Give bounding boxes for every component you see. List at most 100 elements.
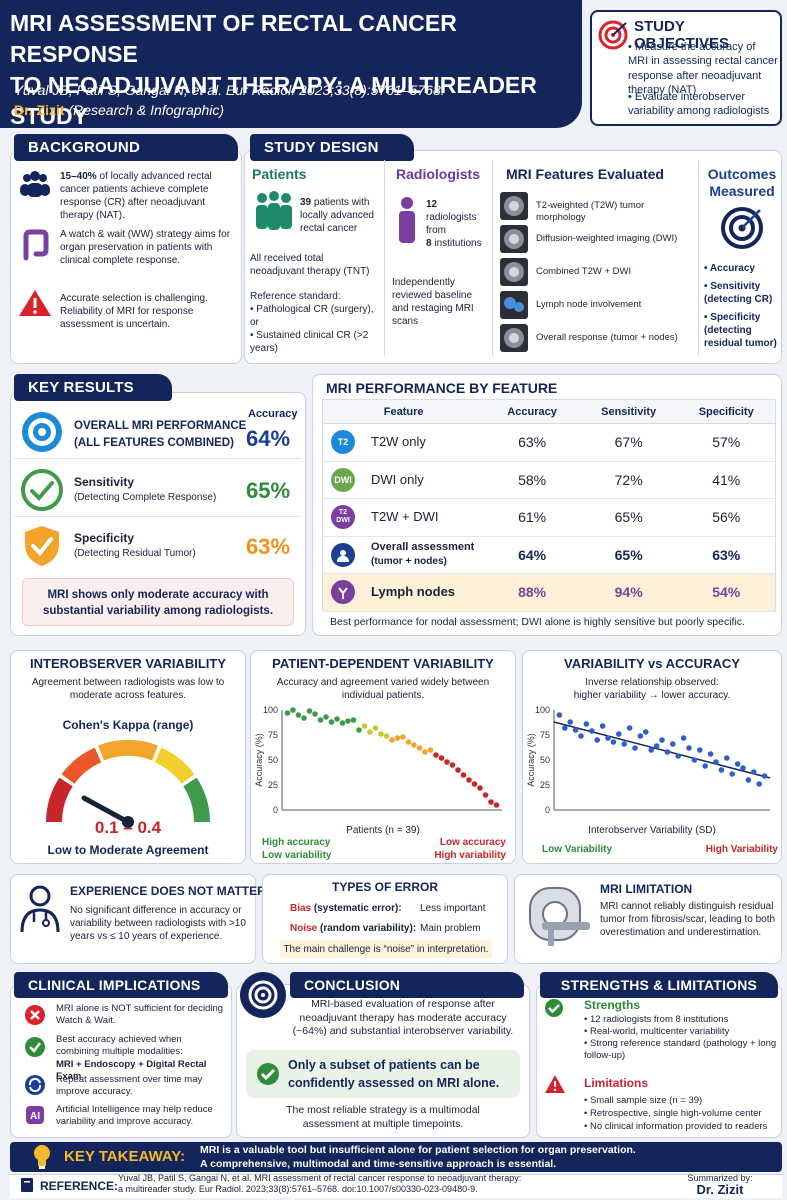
- data-point: [572, 727, 579, 733]
- target-icon: [720, 206, 764, 250]
- data-point: [653, 743, 660, 749]
- reference-text: Yuval JB, Patil S, Gangai N, et al. MRI …: [118, 1173, 522, 1194]
- data-point: [626, 725, 633, 731]
- error-types-title: TYPES OF ERROR: [331, 880, 438, 894]
- radiologists-text: 12 radiologists from 8 institutions: [426, 199, 482, 249]
- y-tick-label: 100: [263, 705, 278, 715]
- header-banner: [0, 0, 582, 128]
- experience-title: EXPERIENCE DOES NOT MATTER: [70, 884, 266, 898]
- data-point: [648, 747, 654, 753]
- data-point: [686, 745, 692, 751]
- outcomes-title: Outcomes Measured: [707, 166, 777, 199]
- data-point: [729, 771, 735, 777]
- data-point: [664, 749, 671, 755]
- patients-title: Patients: [252, 166, 307, 182]
- reference-standard: Reference standard: • Pathological CR (s…: [250, 291, 374, 354]
- mri-thumbnail: [500, 291, 528, 319]
- key-results-title: KEY RESULTS: [14, 374, 172, 401]
- feature-name: Lymph nodes: [371, 584, 456, 600]
- interobserver-text: Agreement between radiologists was low t…: [31, 677, 225, 701]
- mri-scanner-icon: [522, 884, 592, 950]
- reference-label: REFERENCE:: [40, 1179, 119, 1193]
- patients-icon: [252, 190, 296, 232]
- overall-accuracy: 64%: [246, 426, 291, 451]
- specificity-label: Specificity (Detecting Residual Tumor): [74, 531, 196, 559]
- clinical-item: Best accuracy achieved when combining mu…: [56, 1034, 207, 1083]
- data-point: [632, 745, 638, 751]
- accuracy-cell: 88%: [518, 584, 547, 601]
- data-point: [389, 737, 395, 743]
- doctor-icon: [18, 884, 62, 934]
- data-point: [702, 763, 708, 769]
- performance-title: MRI PERFORMANCE BY FEATURE: [326, 380, 558, 396]
- radiologists-title: Radiologists: [396, 166, 481, 182]
- y-tick-label: 0: [545, 805, 550, 815]
- specificity-cell: 54%: [712, 584, 741, 601]
- patients-text: 39 patients with locally advanced rectal…: [300, 197, 374, 234]
- title-line-1: MRI ASSESSMENT OF RECTAL CANCER RESPONSE: [10, 10, 457, 67]
- data-point: [455, 767, 461, 773]
- data-point: [334, 716, 340, 722]
- data-point: [328, 719, 335, 725]
- data-point: [378, 731, 384, 737]
- accuracy-cell: 61%: [518, 509, 547, 526]
- objective-item: • Evaluate interobserver variability amo…: [628, 91, 770, 118]
- data-point: [594, 737, 600, 743]
- objectives-title: STUDY OBJECTIVES: [634, 18, 730, 52]
- data-point: [416, 745, 423, 751]
- y-axis-label: Accuracy (%): [526, 733, 536, 787]
- data-point: [745, 777, 752, 783]
- data-point: [761, 773, 768, 779]
- data-point: [583, 721, 590, 727]
- data-point: [433, 752, 439, 758]
- bias-row: Bias (systematic error): Less important: [290, 903, 486, 914]
- specificity-cell: 63%: [712, 546, 741, 563]
- data-point: [621, 741, 627, 747]
- conclusion-highlight: [246, 1050, 520, 1098]
- mri-thumbnail: [500, 225, 528, 253]
- data-point: [670, 741, 676, 747]
- mri-thumbnail: [500, 192, 528, 220]
- background-item: Accurate selection is challenging. Relia…: [60, 293, 208, 330]
- warning-icon: [544, 1074, 566, 1094]
- title-line-2: TO NEOADJUVANT THERAPY: A MULTIREADER ST…: [10, 72, 537, 129]
- data-point: [367, 729, 373, 735]
- x-circle-icon: [24, 1004, 46, 1026]
- background-item: 15–40% of locally advanced rectal cancer…: [60, 171, 212, 221]
- data-point: [449, 762, 456, 768]
- patient-variability-text: Accuracy and agreement varied widely bet…: [276, 677, 490, 701]
- data-point: [427, 747, 434, 753]
- data-point: [460, 772, 467, 778]
- feature-item: T2-weighted (T2W) tumor morphology: [536, 200, 645, 224]
- svg-text:AI: AI: [30, 1111, 40, 1122]
- error-note: The main challenge is “noise” in interpr…: [280, 940, 492, 958]
- takeaway-label: KEY TAKEAWAY:: [64, 1148, 186, 1165]
- feature-badge: T2: [331, 430, 355, 455]
- data-point: [477, 785, 483, 791]
- data-point: [643, 729, 649, 735]
- data-point: [284, 710, 291, 716]
- high-variability-caption: High Variability: [705, 844, 778, 855]
- author-name: Dr. Zizit: [14, 102, 65, 118]
- citation: Yuval JB, Patil S, Gangai N, et al. Eur …: [14, 82, 445, 98]
- data-point: [312, 711, 318, 717]
- interobserver-panel: [10, 650, 246, 864]
- y-tick-label: 50: [268, 755, 278, 765]
- data-point: [482, 792, 489, 798]
- feature-badge: DWI: [331, 467, 355, 492]
- y-tick-label: 0: [273, 805, 278, 815]
- table-row: T2 T2W only 63% 67% 57%: [323, 424, 775, 462]
- table-row: Overall assessment (tumor + nodes) 64% 65…: [323, 537, 775, 574]
- clinical-item: Repeat assessment over time may improve …: [56, 1074, 203, 1098]
- background-item: A watch & wait (WW) strategy aims for or…: [60, 229, 231, 266]
- author-line: Dr. Zizit (Research & Infographic): [14, 102, 224, 118]
- check-circle-icon: [544, 998, 564, 1018]
- lightbulb-icon: [30, 1142, 54, 1172]
- data-point: [605, 735, 611, 741]
- takeaway-bar: [10, 1142, 782, 1172]
- kappa-range: 0.1 – 0.4: [94, 818, 162, 837]
- data-point: [301, 715, 307, 721]
- data-point: [306, 708, 313, 714]
- data-point: [713, 759, 719, 765]
- data-point: [756, 781, 762, 787]
